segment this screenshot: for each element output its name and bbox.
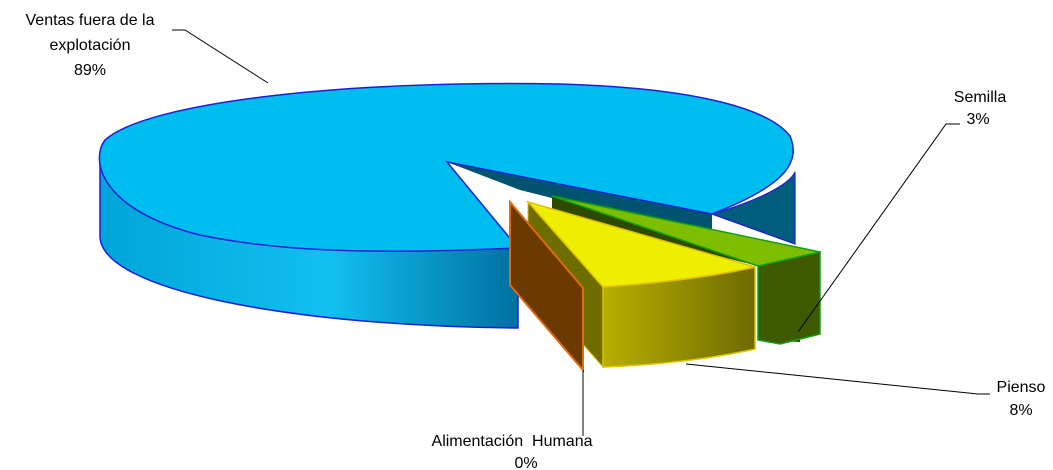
slice-semilla-side	[757, 251, 821, 345]
label-pienso-value: 8%	[1009, 402, 1032, 419]
leader-line-semilla	[797, 123, 960, 333]
slice-ventas-top	[98, 82, 794, 252]
slice-ventas-back-wall	[710, 171, 796, 245]
pie-slice-semilla	[551, 195, 821, 345]
label-ventas-name-2: explotación	[50, 37, 131, 54]
leader-line-pienso	[685, 363, 990, 395]
label-semilla-value: 3%	[966, 111, 989, 128]
data-labels: Ventas fuera de la explotación 89% Semil…	[26, 12, 1046, 470]
slice-semilla-top	[551, 195, 821, 267]
label-alimentacion-name: Alimentación Humana	[432, 433, 593, 450]
leader-line-ventas	[172, 29, 269, 84]
label-semilla-name: Semilla	[954, 89, 1007, 106]
slice-pienso-top	[525, 200, 756, 288]
pie-slice-ventas	[98, 82, 796, 329]
label-alimentacion-value: 0%	[514, 455, 537, 470]
label-ventas-name-1: Ventas fuera de la	[26, 12, 155, 29]
leader-lines	[172, 29, 990, 436]
label-pienso-name: Pienso	[997, 379, 1046, 396]
label-ventas-value: 89%	[74, 62, 106, 79]
